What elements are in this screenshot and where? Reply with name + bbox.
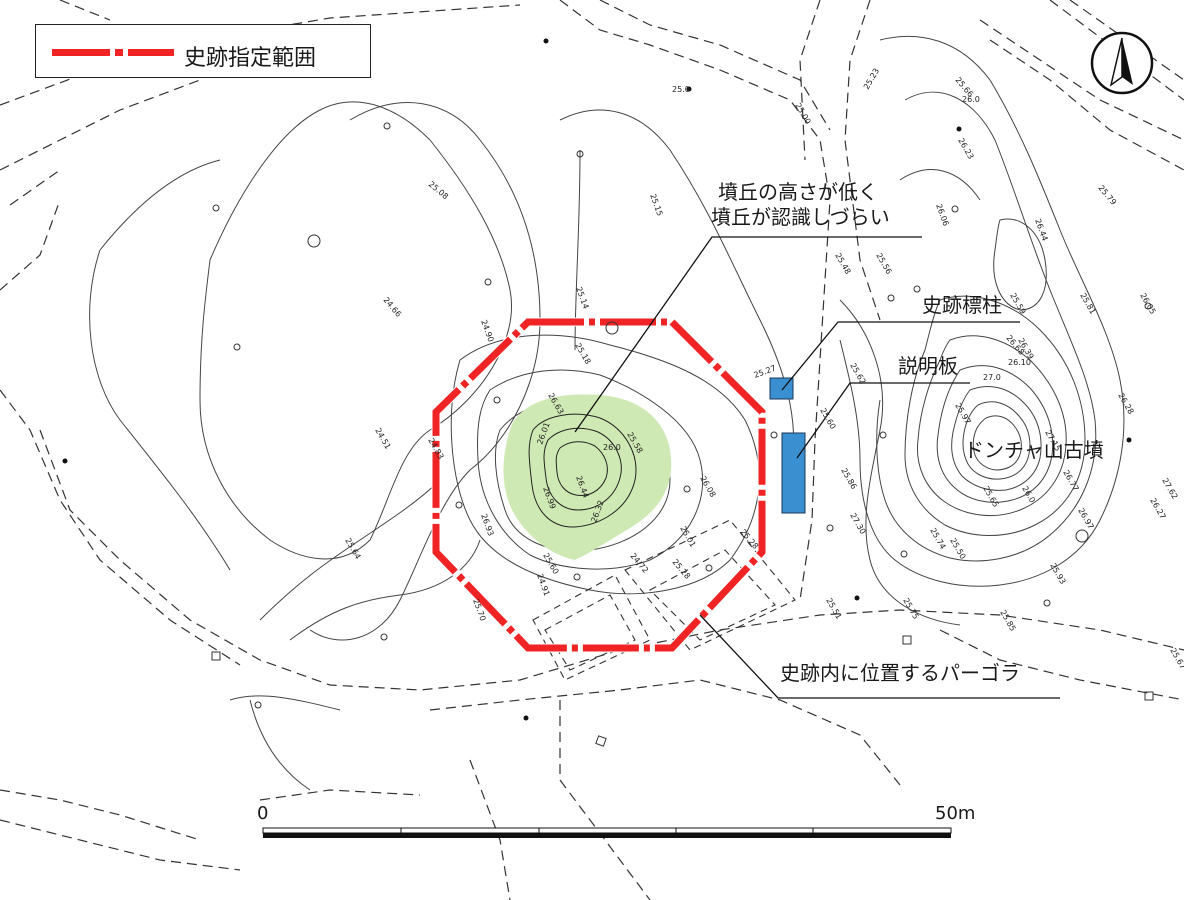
contour-value-label: 25.28 [738, 528, 760, 551]
pergola-label: 史跡内に位置するパーゴラ [780, 661, 1020, 685]
contour-value-label: 25.56 [874, 252, 893, 276]
contour-value-label: 25.51 [824, 597, 843, 621]
survey-points [212, 122, 1152, 709]
contour-value-label: 24.51 [373, 427, 392, 451]
contour-value-label: 26.0 [1020, 485, 1037, 505]
contour-value-label: 25.0 [672, 85, 690, 94]
contour-value-label: 25.59 [1008, 292, 1027, 316]
contour-value-label: 24.83 [426, 437, 445, 461]
north-arrow-icon [1090, 31, 1154, 95]
contour-value-label: 26.05 [1138, 292, 1157, 316]
contour-value-label: 27.30 [848, 512, 867, 536]
contour-value-label: 25.50 [948, 537, 967, 561]
contour-value-label: 27.62 [1160, 477, 1179, 501]
mound-note-line1: 墳丘の高さが低く [718, 180, 878, 204]
contour-value-label: 26.0 [962, 95, 980, 104]
contour-value-label: 24.66 [381, 296, 403, 319]
pergola-outline [532, 519, 796, 681]
scale-start-label: 0 [257, 803, 269, 824]
contour-value-label: 25.85 [998, 609, 1017, 633]
contour-value-label: 24.72 [628, 552, 650, 575]
contour-value-label: 25.30 [0, 0, 23, 2]
contour-value-label: 25.00 [793, 102, 812, 126]
contour-value-label: 25.18 [573, 342, 592, 366]
contour-value-label: 25.14 [574, 286, 590, 311]
contour-value-label: 26.10 [1008, 358, 1031, 367]
contour-value-label: 26.44 [1033, 218, 1049, 243]
contour-value-label: 26.93 [479, 513, 495, 538]
contour-value-label: 26.23 [956, 137, 975, 161]
contour-value-label: 26.0 [603, 443, 621, 452]
contour-value-label: 25.81 [1078, 292, 1097, 316]
scale-end-label: 50m [935, 803, 976, 824]
contour-value-label: 25.27 [753, 364, 778, 380]
leader-lines [574, 236, 1060, 699]
contour-value-label: 25.86 [839, 467, 858, 491]
contour-value-label: 25.97 [953, 402, 972, 426]
contour-value-label: 25.15 [648, 193, 664, 218]
contour-value-label: 25.48 [833, 252, 852, 276]
square-symbols [211, 635, 1154, 747]
contour-value-label: 24.90 [479, 319, 495, 344]
tomb-name-label: ドンチャ山古墳 [964, 438, 1104, 462]
contour-value-label: 25.65 [981, 485, 1000, 509]
contour-value-label: 25.62 [848, 362, 867, 386]
contour-value-label: 25.74 [928, 527, 947, 551]
contour-value-label: 26.97 [1076, 507, 1095, 531]
mound-note-line2: 墳丘が認識しづらい [711, 205, 890, 229]
contour-value-label: 25.79 [1096, 184, 1118, 207]
historic-site-boundary [431, 317, 767, 653]
contour-value-label: 26.28 [1116, 392, 1135, 416]
benchmark-dots [62, 38, 1132, 721]
info-board-label: 説明板 [898, 354, 958, 378]
contour-value-label: 27.0 [983, 373, 1001, 382]
contour-value-label: 26.06 [934, 203, 950, 228]
contour-value-label: 25.23 [862, 67, 881, 91]
contour-value-label: 25.60 [818, 407, 837, 431]
legend-label: 史跡指定範囲 [184, 46, 317, 71]
scale-bar [262, 827, 952, 838]
info-board-symbol [781, 432, 806, 514]
mound-contours [528, 413, 637, 528]
contour-value-label: 26.27 [1148, 497, 1167, 521]
contour-value-label: 24.91 [535, 573, 551, 598]
contour-value-label: 25.67 [1168, 647, 1184, 671]
contour-value-label: 25.08 [427, 180, 450, 202]
contour-value-label: 25.75 [901, 597, 920, 621]
legend-boundary-swatch [52, 49, 174, 56]
contour-value-label: 26.77 [1061, 469, 1080, 493]
contour-value-label: 25.93 [1048, 562, 1067, 586]
mound-area [503, 394, 672, 560]
legend: 史跡指定範囲 [35, 24, 371, 78]
marker-post-label: 史跡標柱 [922, 293, 1002, 317]
